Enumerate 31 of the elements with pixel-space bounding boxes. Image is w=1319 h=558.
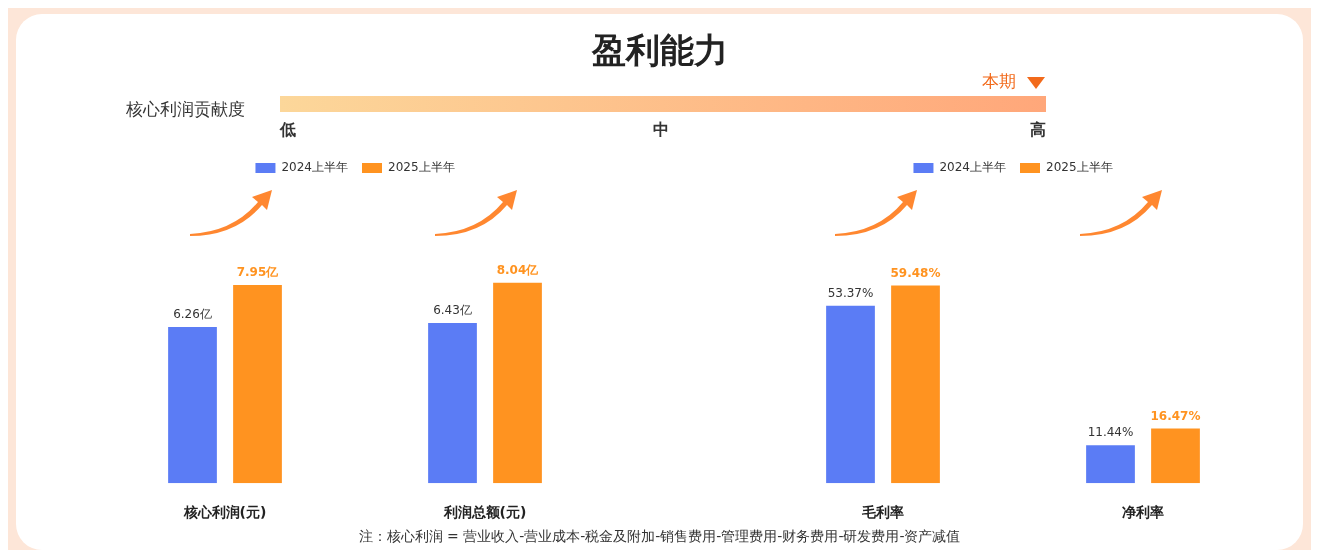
bar — [1086, 445, 1135, 484]
x-tick-label: 利润总额(元) — [442, 504, 527, 521]
legend-label: 2025上半年 — [1046, 160, 1113, 175]
bar — [428, 322, 477, 484]
legend-label: 2024上半年 — [281, 160, 349, 175]
x-tick-label: 毛利率 — [861, 504, 904, 521]
text: 高 — [1030, 120, 1046, 141]
text: 低 — [280, 120, 296, 141]
bar — [168, 327, 217, 484]
data-label: 16.47% — [1150, 408, 1201, 423]
data-label: 8.04亿 — [496, 262, 540, 277]
data-label: 6.43亿 — [433, 303, 472, 317]
text: 注：核心利润 = 营业收入-营业成本-税金及附加-销售费用-管理费用-财务费用-研发费用-资产减值 — [357, 528, 962, 546]
legend-label: 2025上半年 — [388, 160, 455, 175]
data-label: 6.26亿 — [173, 307, 212, 322]
data-label: 53.37% — [827, 285, 874, 300]
data-label: 11.44% — [1087, 425, 1134, 440]
bar — [891, 285, 940, 484]
bar — [233, 284, 282, 484]
x-tick-label: 净利率 — [1122, 504, 1164, 521]
text: 中 — [653, 120, 669, 141]
data-label: 7.95亿 — [236, 265, 280, 280]
legend-label: 2024上半年 — [939, 160, 1007, 175]
bar — [493, 282, 542, 484]
x-tick-label: 核心利润(元) — [182, 504, 267, 521]
bar — [1151, 428, 1200, 484]
data-label: 59.48% — [890, 265, 941, 280]
text: 本期 — [982, 70, 1016, 93]
text: 核心利润贡献度 — [126, 98, 245, 121]
bar — [826, 305, 875, 484]
text: 盈利能力 — [591, 30, 728, 70]
